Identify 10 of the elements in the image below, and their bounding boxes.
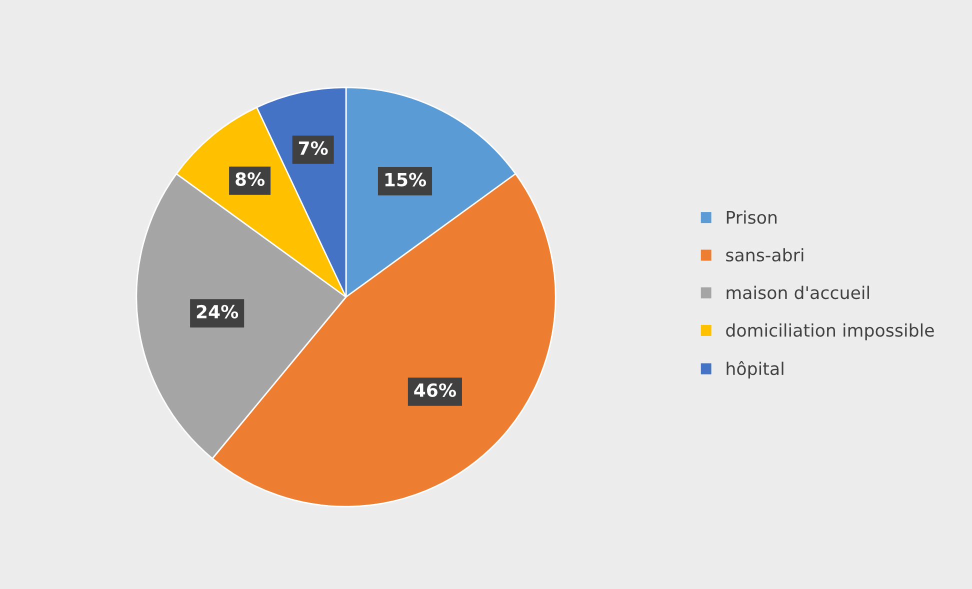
legend-label: hôpital — [726, 361, 784, 379]
legend-label: Prison — [726, 210, 777, 224]
legend-label: domiciliation impossible — [726, 323, 934, 340]
data-label: 24% — [196, 304, 238, 319]
data-label: 8% — [236, 172, 265, 186]
legend-label: sans-abri — [726, 248, 804, 262]
legend-label: maison d'accueil — [726, 286, 869, 300]
data-label: 46% — [414, 383, 456, 397]
data-label: 7% — [298, 141, 328, 155]
data-label: 15% — [385, 172, 426, 186]
